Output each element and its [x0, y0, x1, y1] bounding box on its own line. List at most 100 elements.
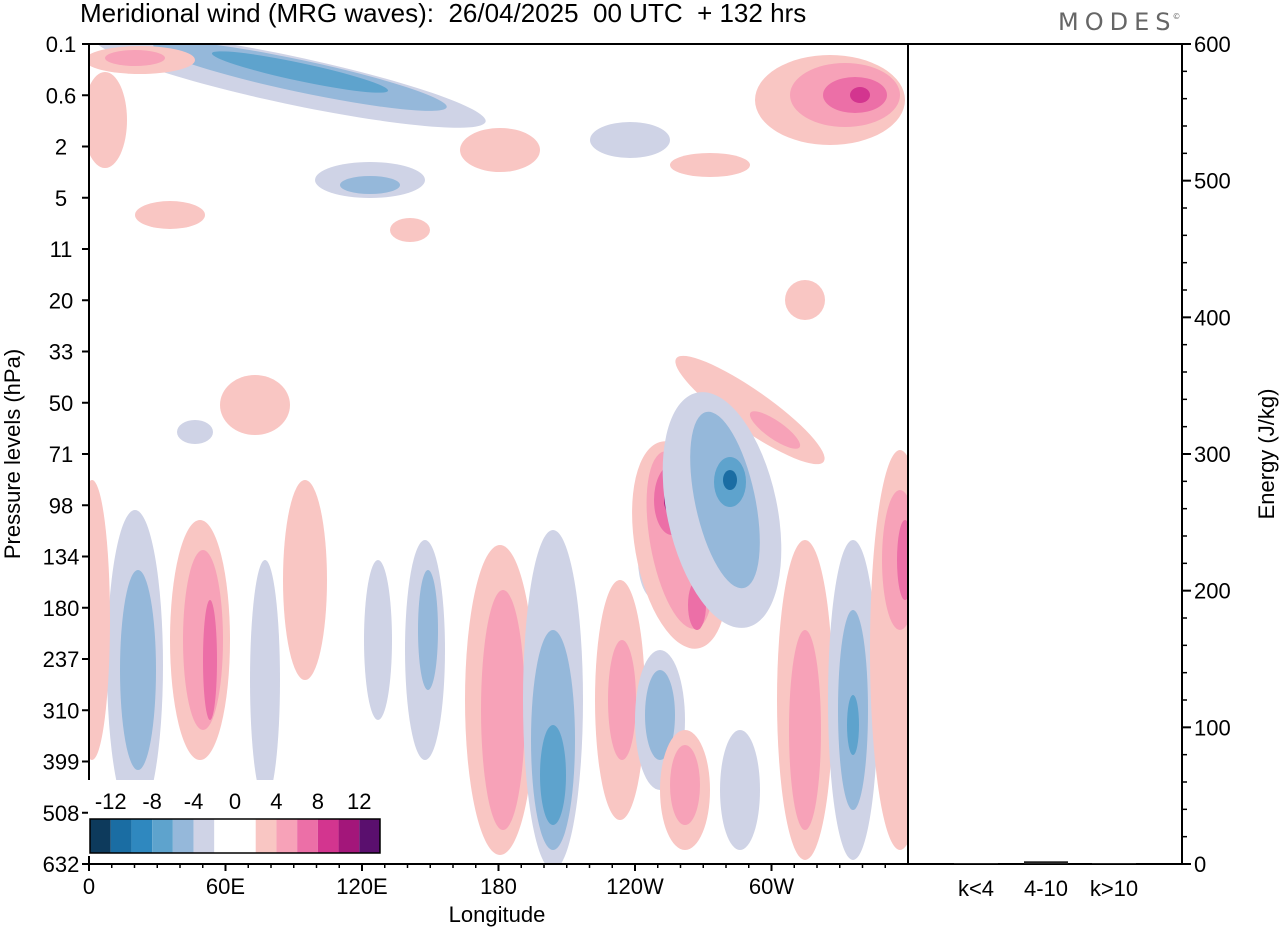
pressure-tick-label: 33 — [49, 340, 73, 365]
colorbar-swatch — [214, 819, 235, 853]
colorbar-frame — [89, 818, 381, 854]
chart-title: Meridional wind (MRG waves): 26/04/2025 … — [80, 0, 806, 29]
longitude-tick-label: 60W — [749, 874, 794, 899]
pressure-tick-label: 98 — [49, 493, 73, 518]
colorbar: -12 -8 -4 0 4 8 12 — [88, 780, 382, 856]
contour-neg — [540, 725, 566, 825]
pressure-tick-label: 632 — [43, 852, 80, 877]
colorbar-swatch — [235, 819, 256, 853]
energy-category-label: k>10 — [1090, 876, 1138, 901]
contour-pos — [850, 87, 870, 103]
contour-pos — [220, 375, 290, 435]
colorbar-swatch — [276, 819, 298, 853]
colorbar-label: 8 — [312, 789, 324, 814]
energy-bar — [1092, 863, 1136, 864]
pressure-tick-label: 71 — [49, 442, 73, 467]
energy-tick-label: 500 — [1194, 169, 1231, 194]
contour-neg — [340, 176, 400, 194]
title-lead: + 132 hrs — [697, 0, 807, 28]
title-variable: Meridional wind (MRG waves): — [80, 0, 434, 28]
energy-category-label: 4-10 — [1024, 876, 1068, 901]
longitude-tick-label: 60E — [206, 874, 245, 899]
contour-pos — [789, 630, 821, 830]
contour-pos — [183, 550, 223, 730]
energy-tick-label: 300 — [1194, 442, 1231, 467]
pressure-tick-label: 0.6 — [46, 83, 77, 108]
y-axis-label: Pressure levels (hPa) — [0, 349, 25, 559]
pressure-tick-label: 0.1 — [46, 32, 77, 57]
contour-pos — [481, 590, 525, 830]
contour-pos — [89, 72, 127, 168]
pressure-tick-label: 11 — [50, 237, 73, 262]
contour-neg — [720, 730, 760, 850]
pressure-axis: 0.1 0.6 2 5 11 20 33 50 71 98 134 180 237 310 399 508 63… — [43, 32, 89, 877]
pressure-tick-label: 134 — [43, 545, 80, 570]
contour-neg — [120, 570, 156, 770]
contour-neg — [590, 122, 670, 158]
colorbar-swatch — [297, 819, 318, 853]
longitude-axis: 0 60E 120E 180 120W 60W — [83, 864, 886, 899]
colorbar-swatch — [317, 819, 339, 853]
energy-tick-label: 200 — [1194, 579, 1231, 604]
x-axis-label: Longitude — [449, 902, 546, 927]
colorbar-swatch — [338, 819, 360, 853]
energy-tick-label: 600 — [1194, 32, 1231, 57]
longitude-tick-label: 120W — [606, 874, 664, 899]
contour-neg — [250, 560, 280, 800]
contour-pos — [390, 218, 430, 242]
pressure-tick-label: 310 — [43, 698, 80, 723]
contour-pos — [608, 640, 636, 760]
contour-neg — [177, 420, 213, 444]
contour-pos — [670, 745, 700, 825]
contour-pos — [203, 600, 217, 720]
energy-tick-label: 100 — [1194, 715, 1231, 740]
pressure-tick-label: 180 — [43, 596, 80, 621]
colorbar-swatch — [255, 819, 277, 853]
contour-pos — [105, 50, 165, 66]
energy-tick-label: 0 — [1194, 852, 1206, 877]
pressure-tick-label: 20 — [49, 288, 73, 313]
contour-pos — [670, 153, 750, 177]
wind-contour-field — [89, 44, 908, 864]
colorbar-label: 4 — [270, 789, 282, 814]
contour-pos — [749, 411, 801, 449]
energy-axis: 0 100 200 300 400 500 600 — [1182, 32, 1231, 877]
title-time: 00 UTC — [593, 0, 683, 28]
pressure-tick-label: 508 — [43, 801, 80, 826]
logo-text: MODES — [1058, 8, 1177, 36]
contour-pos — [897, 520, 908, 600]
energy-bars: k<4 4-10 k>10 — [954, 861, 1138, 901]
energy-bar — [1024, 861, 1068, 864]
contour-neg — [364, 560, 392, 720]
colorbar-swatch — [110, 819, 132, 853]
contour-neg — [418, 570, 438, 690]
modes-logo: MODES© — [1058, 8, 1181, 36]
pressure-tick-label: 50 — [49, 391, 73, 416]
contour-pos — [89, 480, 110, 760]
colorbar-label: 12 — [347, 789, 371, 814]
contour-neg — [645, 670, 675, 760]
contour-neg — [211, 51, 389, 93]
pressure-tick-label: 5 — [55, 186, 67, 211]
energy-bar — [954, 863, 998, 864]
colorbar-label: -8 — [142, 789, 162, 814]
colorbar-swatch — [90, 819, 111, 853]
longitude-tick-label: 0 — [83, 874, 95, 899]
pressure-tick-label: 237 — [43, 647, 80, 672]
contour-pos — [283, 480, 327, 680]
contour-neg — [847, 695, 859, 755]
colorbar-label: -12 — [95, 789, 127, 814]
colorbar-swatch — [131, 819, 153, 853]
pressure-tick-label: 2 — [55, 135, 67, 160]
title-date: 26/04/2025 — [448, 0, 579, 28]
energy-category-label: k<4 — [958, 876, 994, 901]
colorbar-swatch — [172, 819, 194, 853]
energy-axis-label: Energy (J/kg) — [1254, 389, 1279, 520]
colorbar-label: -4 — [184, 789, 204, 814]
contour-pos — [460, 128, 540, 172]
colorbar-swatch — [193, 819, 215, 853]
contour-neg — [723, 470, 737, 490]
energy-tick-label: 400 — [1194, 305, 1231, 330]
energy-plot-frame — [907, 43, 1183, 865]
contour-pos — [785, 280, 825, 320]
